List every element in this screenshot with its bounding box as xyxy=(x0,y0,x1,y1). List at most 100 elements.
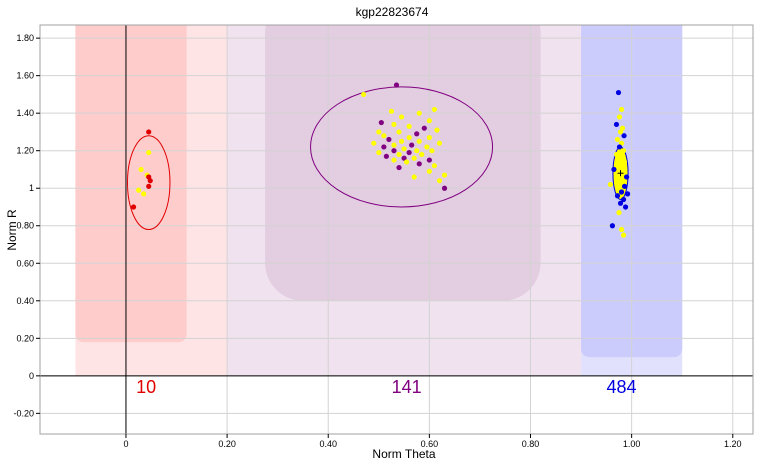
data-point xyxy=(609,223,616,229)
data-point xyxy=(406,149,412,156)
data-point xyxy=(431,163,438,169)
data-point xyxy=(393,82,400,88)
data-point xyxy=(396,151,402,158)
data-point xyxy=(388,108,395,114)
x-axis-label: Norm Theta xyxy=(372,447,435,461)
y-tick-label: 1.80 xyxy=(16,33,34,43)
data-point xyxy=(615,89,622,96)
data-point xyxy=(414,131,420,137)
y-tick-label: -0.20 xyxy=(13,408,34,418)
data-point xyxy=(617,200,624,206)
data-point xyxy=(386,136,392,143)
data-point xyxy=(419,151,425,158)
data-point xyxy=(146,183,152,189)
data-point xyxy=(141,191,147,197)
data-point xyxy=(409,142,415,148)
chart-title: kgp22823674 xyxy=(356,5,429,19)
data-point xyxy=(615,163,622,169)
data-point xyxy=(429,148,435,154)
data-point xyxy=(146,149,152,156)
data-point xyxy=(441,172,448,178)
y-tick-label: 1.60 xyxy=(16,71,34,81)
data-point xyxy=(615,185,622,191)
data-point xyxy=(622,204,629,210)
data-point xyxy=(618,189,625,195)
data-point xyxy=(621,183,628,189)
cluster-ellipse-0 xyxy=(126,135,171,230)
data-point xyxy=(406,123,412,129)
data-point xyxy=(396,129,402,135)
data-point xyxy=(391,142,397,148)
data-point xyxy=(147,178,153,184)
x-tick-label: 1.00 xyxy=(623,439,641,449)
data-point xyxy=(611,166,617,173)
x-tick-label: 0.20 xyxy=(218,439,236,449)
data-point xyxy=(426,168,432,174)
data-point xyxy=(371,140,377,146)
data-point xyxy=(406,134,412,141)
data-point xyxy=(396,164,402,171)
data-point xyxy=(146,129,152,135)
data-point xyxy=(617,155,624,161)
data-point xyxy=(383,153,389,159)
data-point xyxy=(621,133,627,139)
cluster-region-1 xyxy=(265,25,541,301)
y-tick-label: 0.80 xyxy=(16,221,34,231)
data-point xyxy=(426,134,432,141)
cluster-ellipse-1 xyxy=(310,86,494,208)
cluster-count-label: 141 xyxy=(392,377,422,397)
cluster-count-label: 10 xyxy=(136,377,156,397)
data-point xyxy=(613,176,620,182)
data-point xyxy=(620,196,627,203)
y-tick-label: 1.20 xyxy=(16,146,34,156)
x-tick-label: 0.80 xyxy=(522,439,540,449)
data-point xyxy=(411,155,417,161)
data-point xyxy=(436,140,443,146)
y-tick-label: 1 xyxy=(29,183,34,193)
data-point xyxy=(431,106,438,113)
data-point xyxy=(620,232,627,238)
data-point xyxy=(416,138,422,144)
data-point xyxy=(398,138,405,144)
data-point xyxy=(436,178,443,184)
data-point xyxy=(416,110,422,116)
data-point xyxy=(376,149,382,156)
data-point xyxy=(391,121,397,128)
data-point xyxy=(401,155,407,161)
data-point xyxy=(401,146,407,152)
data-point xyxy=(378,119,384,126)
cluster-region-0 xyxy=(75,25,187,343)
data-point xyxy=(613,121,620,128)
data-point xyxy=(426,118,432,124)
data-point xyxy=(621,159,628,165)
y-tick-label: 0.40 xyxy=(16,296,34,306)
data-point xyxy=(616,210,622,216)
data-point xyxy=(623,174,630,180)
y-tick-label: 0.20 xyxy=(16,333,34,343)
data-point xyxy=(376,129,382,135)
plot-border xyxy=(39,24,754,435)
data-point xyxy=(616,144,623,150)
data-point xyxy=(618,106,625,113)
data-point xyxy=(136,187,142,193)
x-tick-label: 0.60 xyxy=(421,439,439,449)
y-tick-label: 1.40 xyxy=(16,108,34,118)
data-point xyxy=(617,129,624,135)
data-point xyxy=(426,157,432,163)
data-point xyxy=(614,193,621,199)
data-point xyxy=(618,226,625,233)
x-tick-label: 0 xyxy=(123,439,128,449)
plot-area: 0 0.20 0.40 0.60 0.80 1.00 1.20 -0.20 0 0.20 0.40 0… xyxy=(13,24,754,449)
data-point xyxy=(398,114,405,120)
data-point xyxy=(624,191,631,197)
data-point xyxy=(619,168,626,174)
data-point xyxy=(614,136,621,143)
data-point xyxy=(391,148,397,154)
cluster-count-label: 484 xyxy=(607,377,637,397)
data-point xyxy=(618,179,625,186)
data-point xyxy=(613,151,620,158)
data-point xyxy=(130,204,137,210)
data-point xyxy=(381,133,387,139)
data-point xyxy=(381,144,387,150)
data-point xyxy=(404,159,410,165)
